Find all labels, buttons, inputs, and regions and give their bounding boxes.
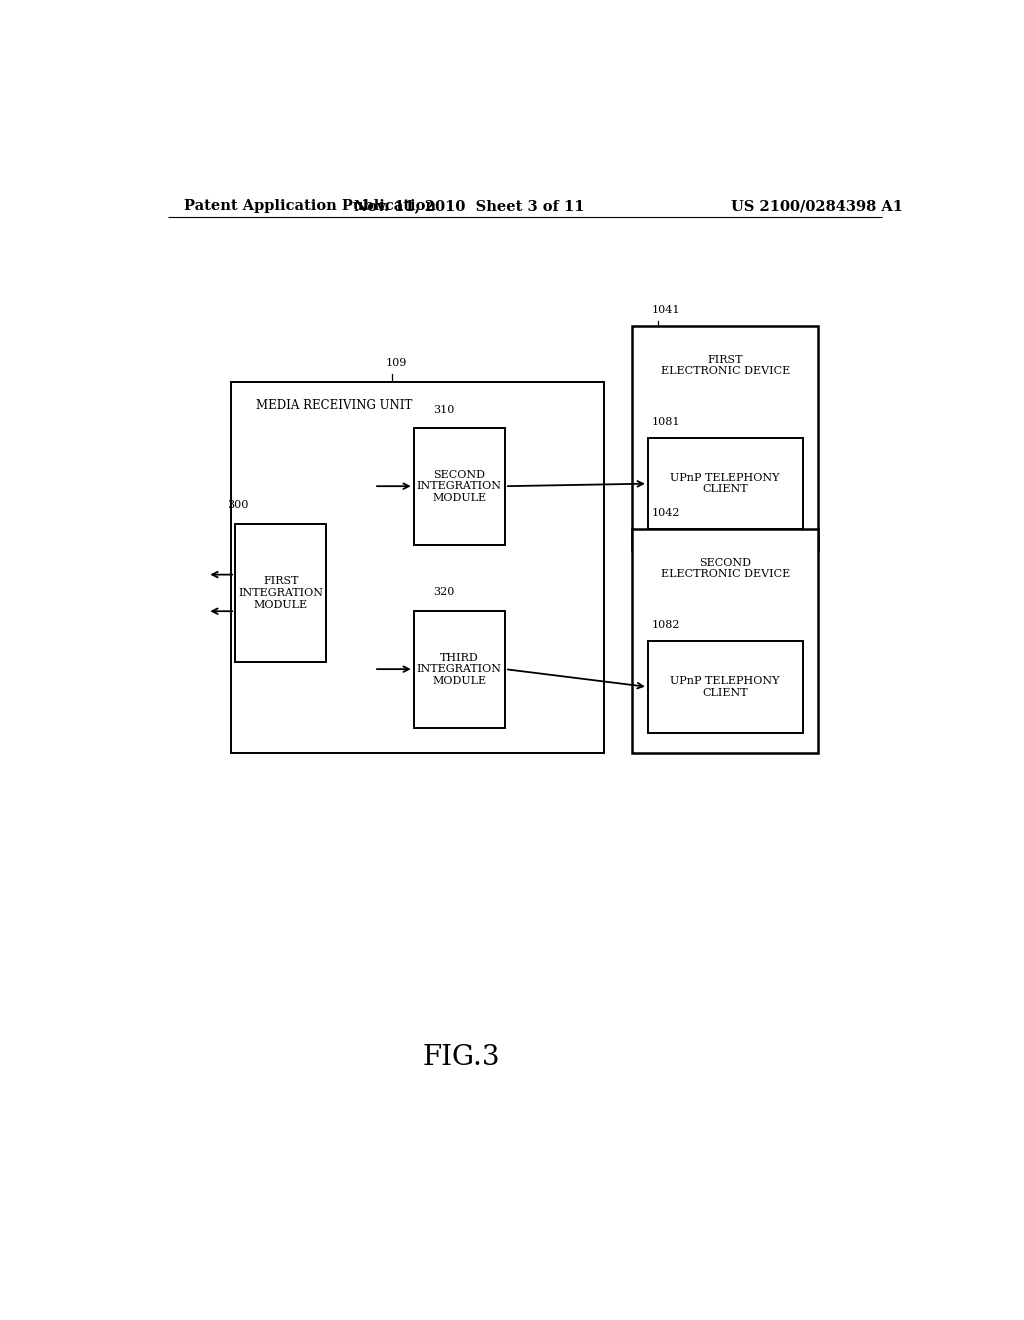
Text: SECOND
ELECTRONIC DEVICE: SECOND ELECTRONIC DEVICE — [660, 558, 790, 579]
Text: FIRST
ELECTRONIC DEVICE: FIRST ELECTRONIC DEVICE — [660, 355, 790, 376]
Bar — [414, 428, 505, 545]
Text: 109: 109 — [386, 358, 408, 368]
Bar — [236, 524, 327, 661]
Bar — [648, 642, 803, 733]
Bar — [414, 611, 505, 727]
Bar — [648, 438, 803, 529]
Text: THIRD
INTEGRATION
MODULE: THIRD INTEGRATION MODULE — [417, 652, 502, 686]
Text: Nov. 11, 2010  Sheet 3 of 11: Nov. 11, 2010 Sheet 3 of 11 — [354, 199, 585, 213]
Text: 1042: 1042 — [652, 508, 680, 519]
Bar — [632, 529, 818, 752]
Text: 310: 310 — [433, 404, 455, 414]
Text: UPnP TELEPHONY
CLIENT: UPnP TELEPHONY CLIENT — [671, 676, 780, 698]
Text: Patent Application Publication: Patent Application Publication — [183, 199, 435, 213]
Text: 1082: 1082 — [652, 620, 680, 630]
Text: 1081: 1081 — [652, 417, 680, 426]
Text: MEDIA RECEIVING UNIT: MEDIA RECEIVING UNIT — [256, 399, 413, 412]
Text: 320: 320 — [433, 587, 455, 598]
Text: US 2100/0284398 A1: US 2100/0284398 A1 — [731, 199, 903, 213]
Text: 300: 300 — [227, 500, 249, 510]
Bar — [632, 326, 818, 549]
Text: SECOND
INTEGRATION
MODULE: SECOND INTEGRATION MODULE — [417, 470, 502, 503]
Text: 1041: 1041 — [652, 305, 680, 315]
Text: FIRST
INTEGRATION
MODULE: FIRST INTEGRATION MODULE — [239, 577, 324, 610]
Bar — [231, 381, 604, 752]
Text: FIG.3: FIG.3 — [423, 1044, 500, 1072]
Text: UPnP TELEPHONY
CLIENT: UPnP TELEPHONY CLIENT — [671, 473, 780, 495]
